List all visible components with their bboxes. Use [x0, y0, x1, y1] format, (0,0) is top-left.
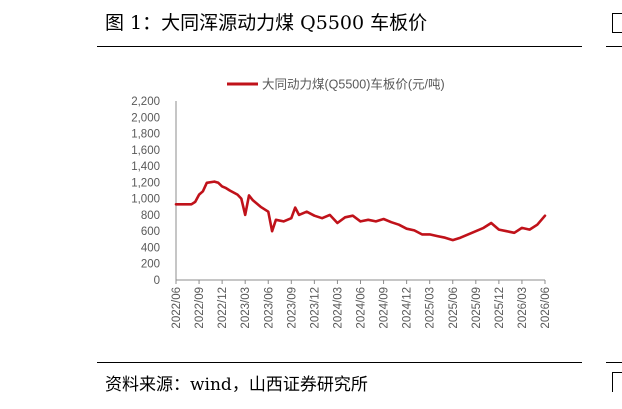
- x-tick-label: 2024/09: [379, 287, 391, 329]
- y-tick-label: 1,000: [131, 194, 160, 206]
- x-tick-label: 2025/03: [425, 287, 437, 329]
- figure-source: 资料来源：wind，山西证券研究所: [105, 375, 368, 395]
- y-tick-label: 0: [154, 275, 160, 287]
- y-tick-label: 1,200: [131, 177, 160, 189]
- series-line: [174, 180, 547, 242]
- x-axis-tick-labels: 2022/06 2022/09 2022/12 2023/03 2023/06 2023/…: [171, 280, 552, 329]
- y-axis-tick-labels: 0 200 400 600 800 1,000 1,200 1,400 1,600 1,800 2,…: [131, 96, 160, 287]
- x-tick-label: 2022/06: [171, 287, 183, 329]
- x-tick-label: 2023/06: [263, 287, 275, 329]
- bottom-rule: [97, 362, 582, 363]
- y-tick-label: 1,400: [131, 161, 160, 173]
- y-tick-label: 1,800: [131, 129, 160, 141]
- top-rule: [97, 46, 582, 47]
- x-tick-label: 2023/03: [240, 287, 252, 329]
- x-tick-label: 2025/09: [471, 287, 483, 329]
- figure-title: 图 1：大同浑源动力煤 Q5500 车板价: [105, 12, 428, 34]
- x-tick-label: 2026/06: [540, 287, 552, 329]
- y-tick-label: 2,000: [131, 112, 160, 124]
- x-tick-label: 2022/09: [194, 287, 206, 329]
- x-tick-label: 2024/03: [332, 287, 344, 329]
- y-tick-label: 600: [141, 226, 160, 238]
- x-tick-label: 2025/06: [448, 287, 460, 329]
- y-tick-label: 2,200: [131, 96, 160, 108]
- adjacent-figure-rule-bottom: [606, 362, 622, 363]
- legend-label: 大同动力煤(Q5500)车板价(元/吨): [262, 77, 445, 92]
- y-tick-label: 200: [141, 259, 160, 271]
- x-tick-label: 2022/12: [217, 287, 229, 329]
- x-tick-label: 2025/12: [494, 287, 506, 329]
- adjacent-figure-cutoff-bottom: [612, 372, 622, 392]
- x-tick-label: 2023/12: [309, 287, 321, 329]
- chart-legend: 大同动力煤(Q5500)车板价(元/吨): [227, 77, 445, 92]
- y-tick-label: 400: [141, 242, 160, 254]
- adjacent-figure-rule: [606, 46, 622, 47]
- x-tick-label: 2026/03: [517, 287, 529, 329]
- x-tick-label: 2024/12: [402, 287, 414, 329]
- x-tick-label: 2024/06: [356, 287, 368, 329]
- x-tick-label: 2023/09: [286, 287, 298, 329]
- y-tick-label: 1,600: [131, 145, 160, 157]
- adjacent-figure-cutoff: [612, 13, 622, 33]
- y-tick-label: 800: [141, 210, 160, 222]
